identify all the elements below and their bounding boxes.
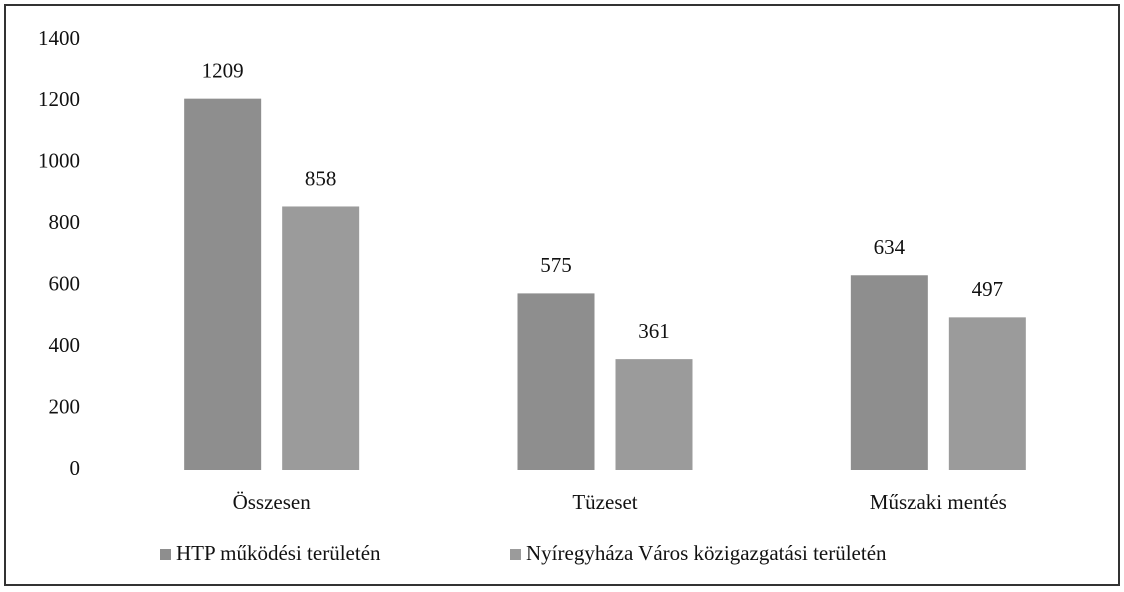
data-label: 361 <box>638 319 670 343</box>
bar <box>850 275 928 470</box>
x-tick-label: Összesen <box>233 490 312 514</box>
legend-label: Nyíregyháza Város közigazgatási területé… <box>526 541 887 565</box>
y-tick-label: 200 <box>49 394 81 418</box>
data-label: 634 <box>874 235 906 259</box>
legend-swatch <box>160 549 171 560</box>
y-tick-label: 400 <box>49 333 81 357</box>
data-label: 1209 <box>202 58 244 82</box>
legend-label: HTP működési területén <box>176 541 381 565</box>
x-tick-label: Tüzeset <box>572 490 637 514</box>
y-tick-label: 1000 <box>38 149 80 173</box>
bar <box>517 293 595 470</box>
bar <box>948 317 1026 470</box>
bar <box>615 359 693 470</box>
y-tick-label: 1400 <box>38 26 80 50</box>
y-tick-label: 600 <box>49 272 81 296</box>
legend-swatch <box>510 549 521 560</box>
y-tick-label: 0 <box>70 456 81 480</box>
data-label: 858 <box>305 166 337 190</box>
y-tick-label: 1200 <box>38 87 80 111</box>
data-label: 497 <box>972 277 1004 301</box>
x-tick-label: Műszaki mentés <box>870 490 1007 514</box>
bar <box>282 206 360 470</box>
data-label: 575 <box>540 253 572 277</box>
bar <box>184 98 262 471</box>
y-tick-label: 800 <box>49 210 81 234</box>
